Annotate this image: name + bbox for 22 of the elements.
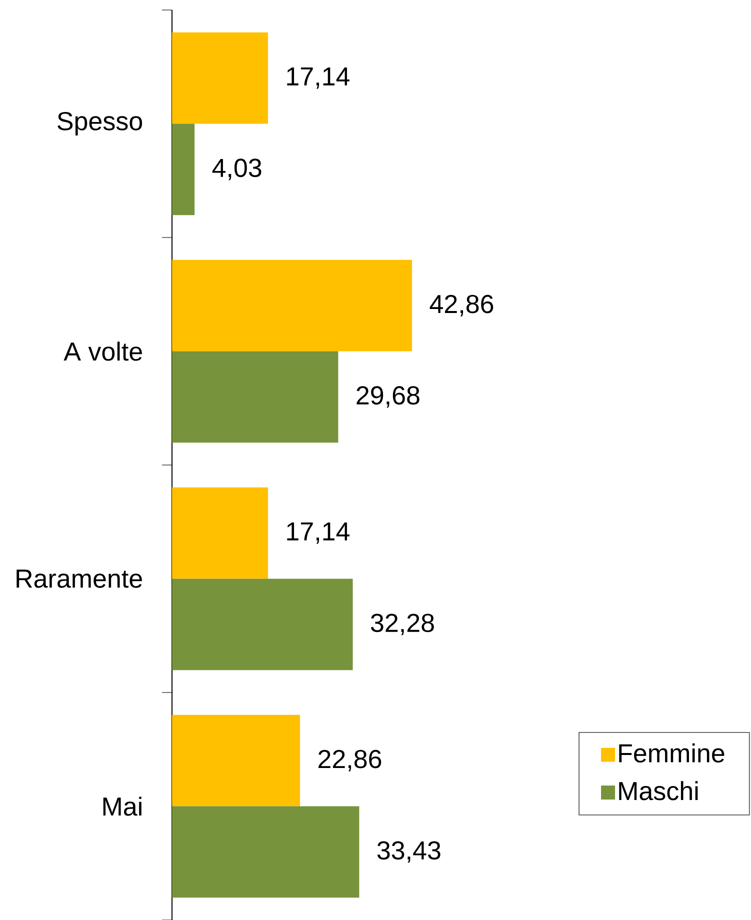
data-label: 42,86 [430, 294, 494, 316]
y-tick-label: Raramente [16, 570, 142, 588]
bar [172, 260, 412, 352]
y-tick-label: A volte [64, 342, 142, 361]
bar [172, 124, 195, 216]
bar [172, 578, 353, 670]
legend-label: Femmine [619, 743, 724, 763]
bar [172, 714, 300, 806]
data-label: 32,28 [370, 614, 434, 636]
data-label: 29,68 [356, 386, 420, 408]
bar [172, 806, 360, 898]
bar [172, 351, 338, 443]
data-label: 33,43 [377, 841, 440, 863]
y-tick-label: Spesso [58, 112, 142, 136]
data-label: 17,14 [287, 67, 350, 89]
bar [172, 487, 268, 579]
data-label: 17,14 [287, 522, 350, 544]
bar [172, 32, 268, 124]
y-tick-label: Mai [103, 796, 142, 816]
data-label: 22,86 [318, 750, 382, 772]
legend-label: Maschi [619, 781, 698, 800]
data-label: 4,03 [212, 158, 262, 180]
